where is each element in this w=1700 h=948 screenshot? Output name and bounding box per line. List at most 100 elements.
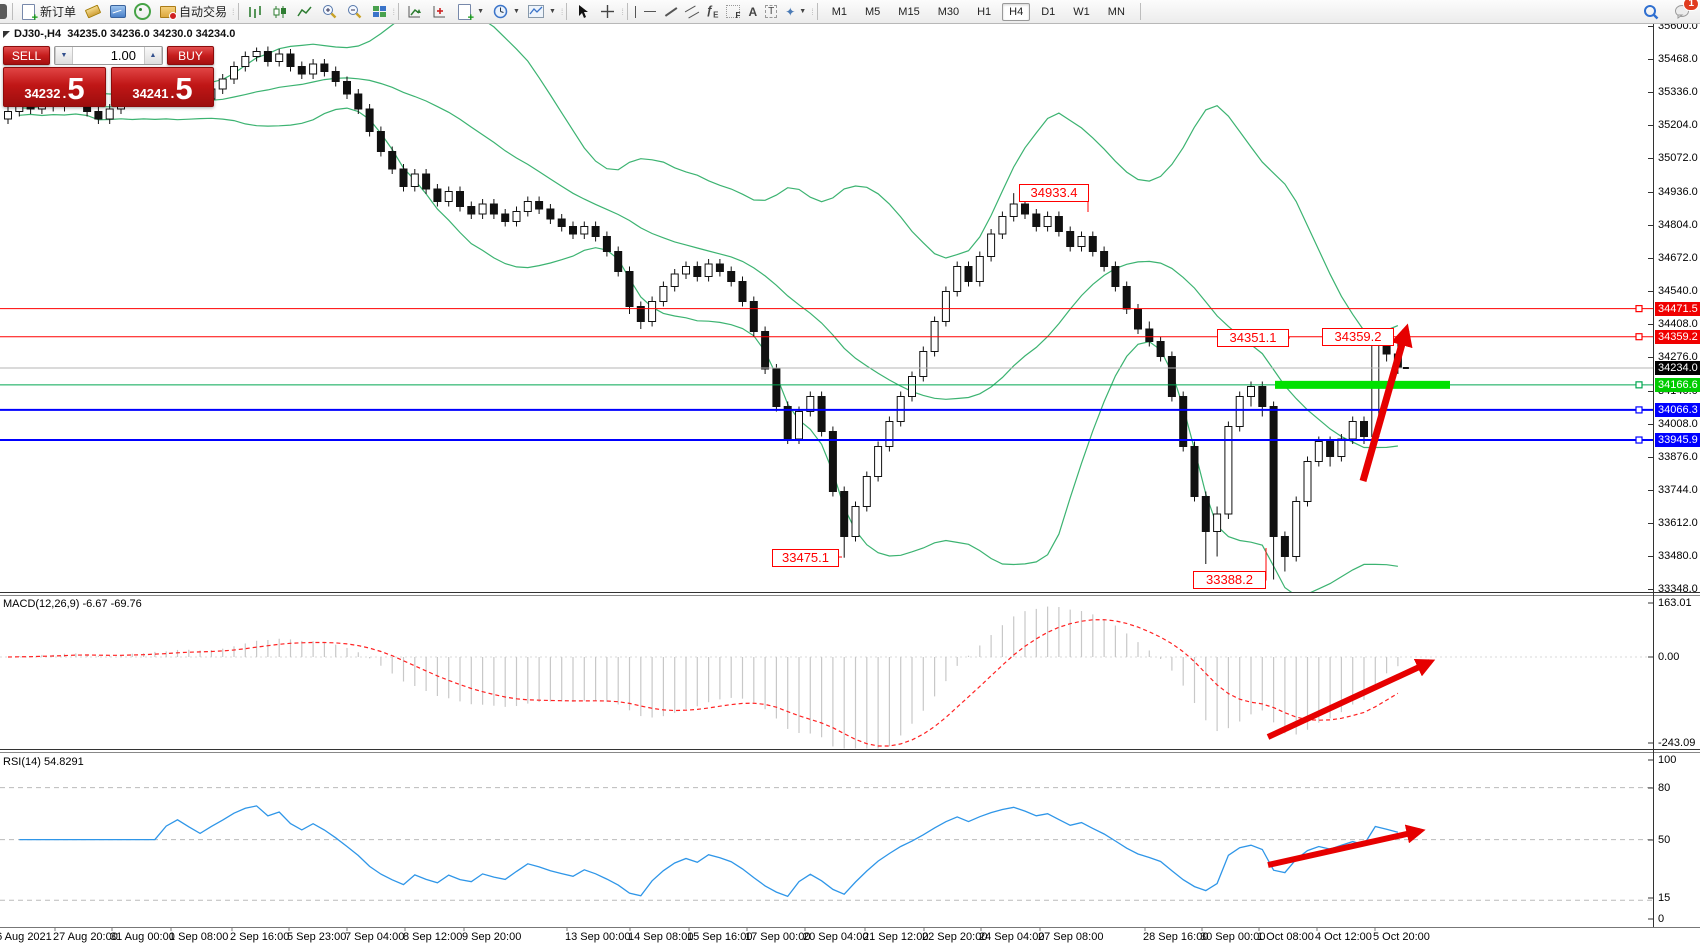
trendline-icon — [665, 6, 678, 17]
search-button[interactable] — [1638, 1, 1663, 22]
buy-price-panel[interactable]: 34241 . 5 — [111, 67, 214, 107]
toolbar-grip[interactable]: ⁞ — [392, 6, 395, 17]
timeframe-m15[interactable]: M15 — [898, 5, 920, 18]
lot-decrease-button[interactable]: ▼ — [55, 47, 73, 64]
chart-symbol: DJ30-,H4 — [14, 28, 62, 40]
main-trend-arrow[interactable] — [1359, 323, 1413, 482]
separator — [1139, 3, 1141, 20]
chat-button[interactable]: 1 — [1669, 0, 1699, 22]
toolbar-grip[interactable]: ⁞ — [232, 6, 234, 17]
lot-size-value[interactable]: 1.00 — [110, 48, 136, 63]
text-label-tool[interactable]: T — [761, 1, 781, 22]
sell-price-panel[interactable]: 34232 . 5 — [3, 67, 106, 107]
separator — [12, 3, 13, 20]
search-icon — [1642, 3, 1659, 20]
separator — [816, 3, 818, 20]
zoom-out-button[interactable] — [342, 1, 367, 22]
signals-button[interactable] — [130, 1, 155, 22]
new-chart-dropdown[interactable]: + ▼ — [452, 1, 488, 23]
crosshair-icon — [599, 3, 616, 20]
rsi-label: RSI(14) 54.8291 — [3, 756, 84, 768]
timeframe-m1[interactable]: M1 — [831, 5, 848, 18]
fibonacci-tool[interactable]: ƒE — [702, 1, 722, 22]
arrows-dropdown[interactable]: ✦ ▼ — [785, 4, 807, 19]
sell-button[interactable]: SELL — [3, 46, 50, 65]
period-dropdown[interactable]: ▼ — [488, 1, 524, 22]
line-chart-icon — [296, 3, 313, 20]
candlestick-icon — [271, 3, 288, 20]
indicators-button[interactable] — [402, 1, 427, 22]
cursor-tool[interactable] — [570, 1, 595, 22]
timeframe-h1[interactable]: H1 — [977, 5, 992, 18]
new-order-button[interactable]: + 新订单 — [16, 1, 80, 23]
tile-windows-icon — [371, 3, 388, 20]
buy-price-frac: 5 — [175, 71, 193, 106]
indicator-arrow-icon — [406, 3, 423, 20]
fibonacci-icon: ƒE — [706, 3, 719, 20]
channel-tool[interactable] — [682, 1, 702, 22]
zoom-in-icon — [321, 3, 338, 20]
rsi-trend-arrow[interactable] — [1267, 824, 1426, 868]
crosshair-tool[interactable] — [595, 1, 620, 22]
vertical-line-icon — [634, 5, 637, 18]
zoom-in-button[interactable] — [317, 1, 342, 22]
timeframe-h4[interactable]: H4 — [1002, 2, 1031, 21]
toolbar: + 新订单 自动交易 ⁞ ⁞ + ▼ ▼ — [0, 0, 1700, 24]
clock-icon — [492, 3, 509, 20]
autotrade-icon — [159, 3, 177, 20]
cursor-icon — [574, 3, 591, 20]
macd-trend-arrow[interactable] — [1266, 658, 1436, 740]
buy-price-main: 34241 — [132, 86, 169, 101]
candlestick-chart-button[interactable] — [267, 1, 292, 22]
shapes-icon: ✦ — [785, 4, 796, 19]
channel-icon — [685, 5, 700, 18]
separator — [398, 3, 400, 20]
chart-title: DJ30-,H4 34235.0 34236.0 34230.0 34234.0 — [14, 28, 235, 40]
timeframe-mn[interactable]: MN — [1107, 5, 1125, 18]
new-order-icon: + — [20, 3, 38, 23]
buy-price-dot: . — [170, 85, 175, 101]
separator — [626, 3, 628, 20]
sell-price-frac: 5 — [67, 71, 85, 106]
trendline-tool[interactable] — [660, 1, 682, 22]
grid-icon: F — [726, 5, 741, 20]
lot-increase-button[interactable]: ▲ — [144, 47, 162, 64]
text-label-icon: T — [765, 5, 778, 18]
separator — [237, 3, 239, 20]
vertical-line-tool[interactable] — [631, 1, 641, 22]
timeframe-m5[interactable]: M5 — [865, 5, 881, 18]
chart-ohlc-quote: 34235.0 34236.0 34230.0 34234.0 — [67, 28, 236, 40]
chart-upload-icon — [109, 3, 126, 20]
eraser-button[interactable] — [80, 1, 105, 22]
toolbar-grip[interactable]: ⁞ — [811, 6, 813, 17]
chart-profile-icon — [528, 3, 545, 20]
tile-windows-button[interactable] — [367, 1, 392, 22]
indicator-plus-icon — [431, 3, 448, 20]
grid-tool[interactable]: F — [722, 1, 744, 22]
macd-label: MACD(12,26,9) -6.67 -69.76 — [3, 598, 142, 610]
collapse-triangle-icon[interactable] — [3, 31, 10, 38]
timeframe-w1[interactable]: W1 — [1073, 5, 1090, 18]
autotrade-button[interactable]: 自动交易 — [155, 1, 231, 22]
clipped-icon — [0, 4, 7, 19]
timeframe-d1[interactable]: D1 — [1041, 5, 1056, 18]
text-tool[interactable]: A — [744, 1, 761, 22]
publish-chart-button[interactable] — [105, 1, 130, 22]
toolbar-grip[interactable]: ⁞ — [621, 6, 623, 17]
buy-button[interactable]: BUY — [167, 46, 214, 65]
add-indicator-button[interactable] — [427, 1, 452, 22]
text-icon: A — [748, 4, 758, 19]
timeframe-group: M1 M5 M15 M30 H1 H4 D1 W1 MN — [825, 2, 1132, 21]
profiles-dropdown[interactable]: ▼ — [524, 1, 560, 22]
notification-badge: 1 — [1683, 0, 1699, 11]
toolbar-grip[interactable]: ⁞ — [560, 6, 563, 17]
timeframe-m30[interactable]: M30 — [937, 5, 960, 18]
eraser-icon — [84, 3, 101, 20]
horizontal-line-tool[interactable] — [640, 1, 660, 22]
signal-icon — [134, 3, 152, 20]
bar-chart-icon — [246, 3, 263, 20]
line-chart-button[interactable] — [292, 1, 317, 22]
new-chart-icon: + — [456, 3, 474, 23]
bar-chart-button[interactable] — [242, 1, 267, 22]
